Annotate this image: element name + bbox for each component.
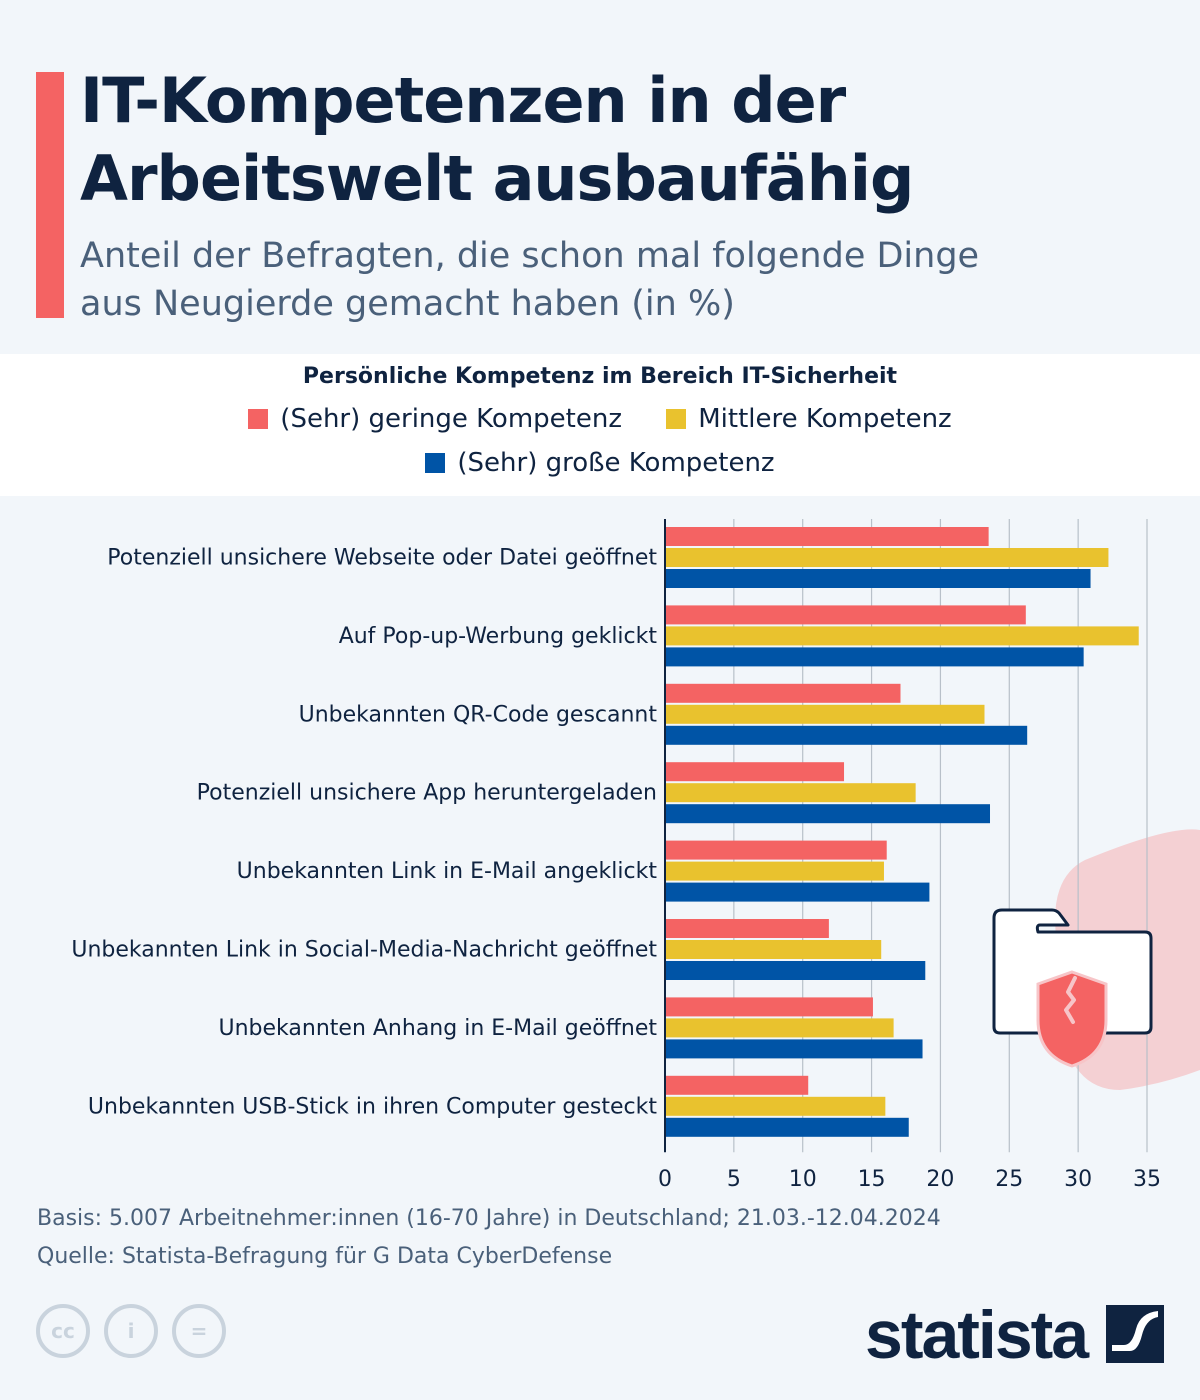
bar-medium (666, 1018, 894, 1038)
cc-icon[interactable]: cc (36, 1304, 90, 1358)
folder-shield-icon (992, 908, 1153, 1068)
x-tick-label: 5 (727, 1167, 741, 1190)
basis-note: Basis: 5.007 Arbeitnehmer:innen (16-70 J… (37, 1206, 941, 1231)
bar-medium (666, 1096, 886, 1116)
bar-low (666, 997, 873, 1017)
bar-high (666, 961, 926, 980)
category-label: Unbekannten Link in Social-Media-Nachric… (71, 938, 657, 963)
legend: Persönliche Kompetenz im Bereich IT-Sich… (0, 354, 1200, 496)
statista-logo[interactable]: statista (865, 1297, 1089, 1373)
legend-item-medium: Mittlere Kompetenz (666, 404, 952, 434)
x-tick-label: 25 (995, 1167, 1023, 1190)
bar-low (666, 1075, 809, 1095)
bar-medium (666, 704, 985, 724)
bar-high (666, 1117, 909, 1137)
page-subtitle: Anteil der Befragten, die schon mal folg… (80, 232, 1160, 328)
subtitle-line-1: Anteil der Befragten, die schon mal folg… (80, 236, 980, 276)
legend-row-1: (Sehr) geringe Kompetenz Mittlere Kompet… (0, 404, 1200, 436)
legend-swatch-medium (666, 409, 687, 429)
legend-label-low: (Sehr) geringe Kompetenz (280, 404, 622, 434)
no-derivatives-icon[interactable]: = (172, 1304, 226, 1358)
bar-chart: Potenziell unsichere Webseite oder Datei… (71, 519, 1200, 1190)
bar-high (666, 725, 1028, 745)
legend-item-high: (Sehr) große Kompetenz (425, 448, 775, 478)
legend-title: Persönliche Kompetenz im Bereich IT-Sich… (302, 364, 898, 389)
legend-item-low: (Sehr) geringe Kompetenz (248, 404, 622, 434)
category-label: Auf Pop-up-Werbung geklickt (339, 624, 658, 649)
category-label: Unbekannten Anhang in E-Mail geöffnet (219, 1016, 658, 1041)
bar-high (666, 1039, 923, 1059)
x-tick-label: 0 (658, 1167, 672, 1190)
bar-medium (666, 940, 882, 959)
title-line-1: IT-Kompetenzen in der (80, 64, 846, 137)
bar-low (666, 762, 845, 782)
bar-high (666, 882, 930, 902)
bar-low (666, 840, 887, 860)
license-icons: cc i = (36, 1304, 226, 1358)
legend-swatch-high (425, 453, 446, 473)
bar-medium (666, 548, 1109, 567)
category-label: Unbekannten QR-Code gescannt (299, 702, 658, 727)
subtitle-line-2: aus Neugierde gemacht haben (in %) (80, 284, 735, 324)
bar-high (666, 804, 991, 824)
bar-high (666, 569, 1091, 588)
bar-low (666, 605, 1026, 625)
attribution-icon[interactable]: i (104, 1304, 158, 1358)
x-tick-label: 20 (926, 1167, 954, 1190)
bar-low (666, 527, 989, 546)
source-note: Quelle: Statista-Befragung für G Data Cy… (37, 1244, 613, 1269)
legend-label-medium: Mittlere Kompetenz (698, 404, 952, 434)
bar-medium (666, 783, 916, 803)
bar-high (666, 647, 1084, 667)
bar-low (666, 683, 901, 703)
x-tick-label: 30 (1064, 1167, 1092, 1190)
x-tick-label: 10 (789, 1167, 817, 1190)
category-label: Unbekannten USB-Stick in ihren Computer … (88, 1094, 657, 1119)
bar-medium (666, 626, 1139, 646)
footer: Basis: 5.007 Arbeitnehmer:innen (16-70 J… (37, 1200, 941, 1276)
category-label: Potenziell unsichere Webseite oder Datei… (107, 546, 657, 571)
x-tick-label: 15 (858, 1167, 886, 1190)
category-label: Unbekannten Link in E-Mail angeklickt (237, 859, 658, 884)
page-title: IT-Kompetenzen in der Arbeitswelt ausbau… (80, 62, 1160, 218)
legend-row-2: (Sehr) große Kompetenz (0, 448, 1200, 480)
category-label: Potenziell unsichere App heruntergeladen (197, 781, 657, 806)
bar-low (666, 919, 829, 938)
title-line-2: Arbeitswelt ausbaufähig (80, 142, 914, 215)
accent-bar (36, 72, 64, 318)
legend-label-high: (Sehr) große Kompetenz (457, 448, 775, 478)
statista-logo-mark (1106, 1305, 1164, 1363)
bar-medium (666, 861, 884, 881)
legend-swatch-low (248, 409, 269, 429)
crack-icon (1064, 976, 1077, 1024)
x-tick-label: 35 (1133, 1167, 1161, 1190)
